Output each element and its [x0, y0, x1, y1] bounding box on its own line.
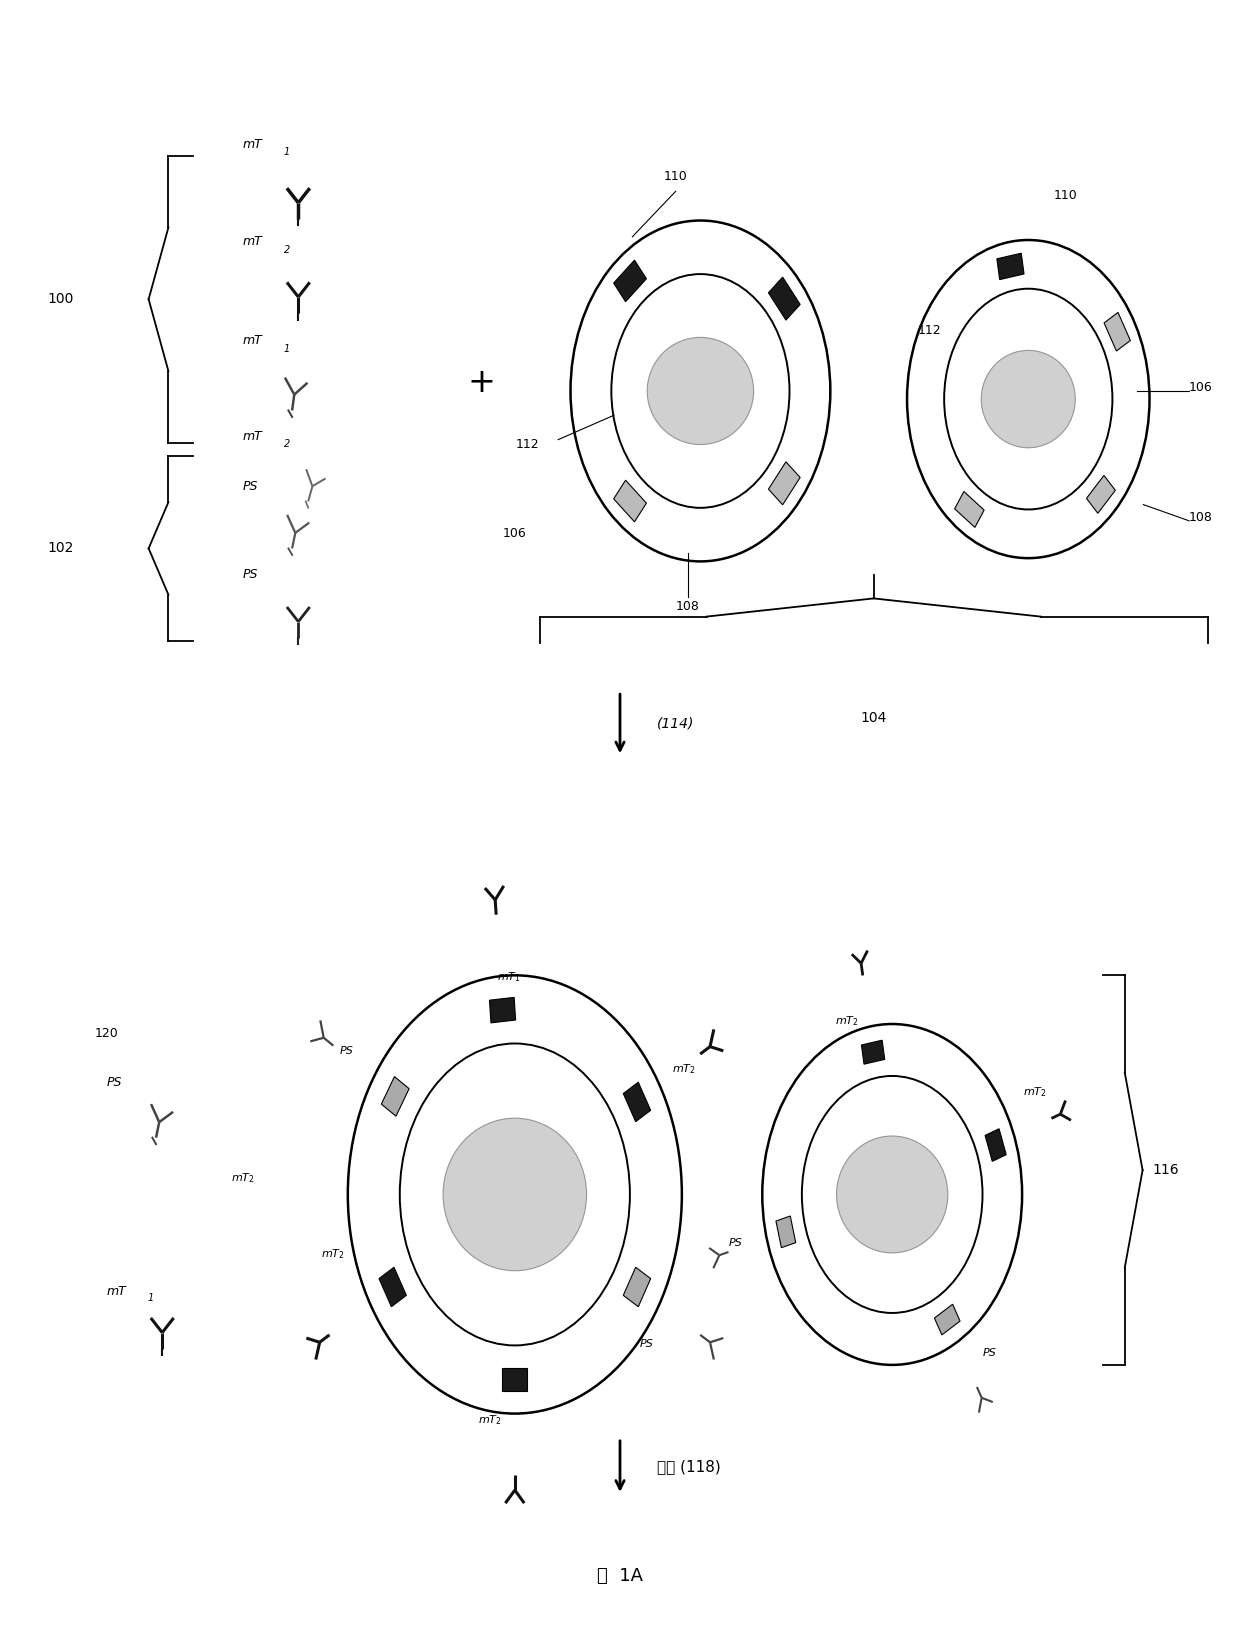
Bar — [985, 1128, 1006, 1161]
Text: mT$_2$: mT$_2$ — [835, 1015, 859, 1028]
Bar — [769, 276, 800, 320]
Text: 108: 108 — [1189, 511, 1213, 524]
Text: mT$_2$: mT$_2$ — [1023, 1086, 1047, 1099]
Text: mT: mT — [243, 236, 263, 249]
Text: PS: PS — [243, 567, 258, 580]
Bar — [935, 1304, 960, 1335]
Text: 照射 (118): 照射 (118) — [657, 1459, 720, 1473]
Bar — [624, 1267, 651, 1307]
Bar — [1086, 475, 1115, 514]
Bar — [382, 1076, 409, 1115]
Text: mT$_2$: mT$_2$ — [672, 1062, 696, 1076]
Text: 2: 2 — [284, 439, 290, 449]
Text: 图  1A: 图 1A — [596, 1567, 644, 1585]
Text: 120: 120 — [94, 1028, 119, 1041]
Text: 100: 100 — [47, 293, 74, 306]
Bar — [614, 260, 646, 302]
Text: PS: PS — [729, 1237, 743, 1247]
Text: mT$_1$: mT$_1$ — [497, 971, 521, 984]
Text: PS: PS — [640, 1338, 653, 1350]
Text: 104: 104 — [861, 711, 887, 725]
Text: +: + — [467, 366, 495, 400]
Text: 2: 2 — [284, 244, 290, 255]
Text: 1: 1 — [284, 148, 290, 158]
Ellipse shape — [837, 1137, 947, 1254]
Text: 110: 110 — [1054, 189, 1078, 202]
Text: 112: 112 — [516, 437, 539, 450]
Ellipse shape — [443, 1119, 587, 1272]
Text: 106: 106 — [503, 527, 527, 540]
Text: 1: 1 — [148, 1293, 154, 1304]
Bar — [490, 997, 516, 1023]
Bar — [776, 1216, 796, 1247]
Text: 106: 106 — [1189, 380, 1213, 393]
Text: PS: PS — [340, 1046, 353, 1055]
Text: mT: mT — [243, 138, 263, 151]
Bar — [624, 1083, 651, 1122]
Text: 112: 112 — [918, 324, 941, 337]
Text: 108: 108 — [676, 600, 701, 613]
Bar — [997, 254, 1024, 280]
Text: mT$_2$: mT$_2$ — [321, 1247, 345, 1262]
Text: 102: 102 — [47, 541, 74, 556]
Text: 1: 1 — [284, 343, 290, 353]
Bar — [614, 480, 646, 522]
Bar — [862, 1041, 884, 1063]
Text: PS: PS — [107, 1076, 122, 1089]
Text: mT: mT — [243, 333, 263, 346]
Ellipse shape — [981, 350, 1075, 447]
Bar — [1104, 312, 1131, 351]
Text: (114): (114) — [657, 717, 694, 730]
Ellipse shape — [647, 338, 754, 444]
Bar — [769, 462, 800, 504]
Text: 110: 110 — [663, 171, 687, 184]
Text: mT: mT — [243, 429, 263, 442]
Bar — [502, 1367, 527, 1390]
Text: mT$_2$: mT$_2$ — [479, 1413, 502, 1428]
Text: PS: PS — [243, 480, 258, 493]
Text: PS: PS — [982, 1348, 997, 1358]
Bar — [379, 1267, 407, 1307]
Text: 116: 116 — [1152, 1163, 1179, 1177]
Bar — [955, 491, 985, 527]
Text: mT$_2$: mT$_2$ — [231, 1171, 254, 1185]
Text: mT: mT — [107, 1285, 126, 1298]
